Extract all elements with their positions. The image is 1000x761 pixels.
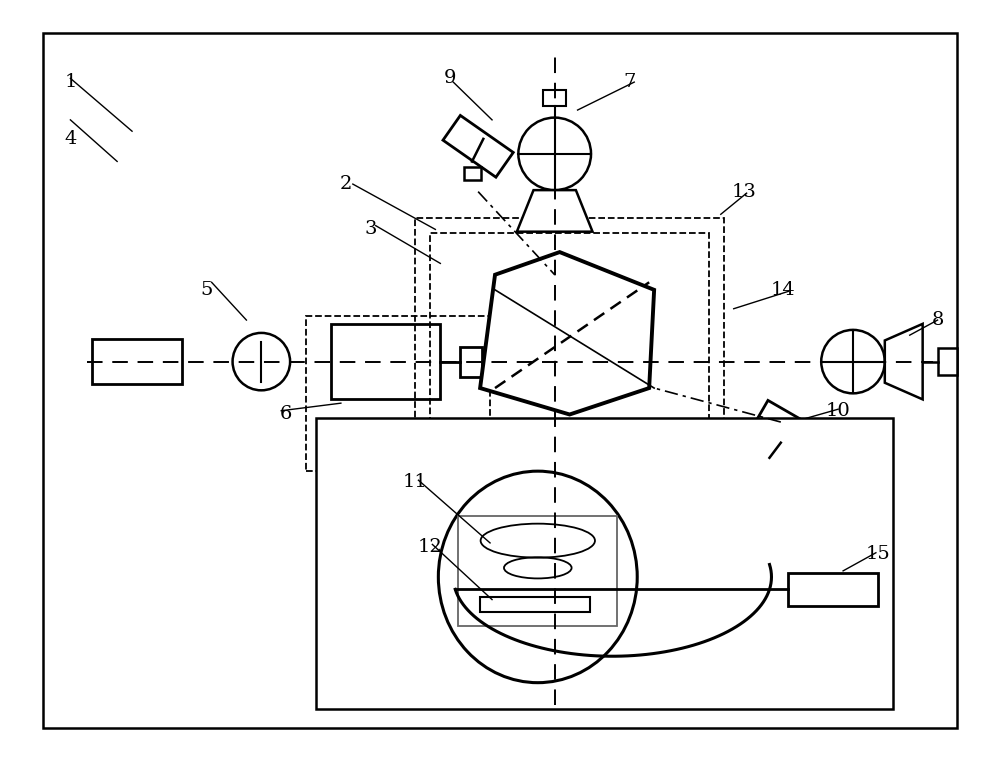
Text: 10: 10 [826,402,850,420]
Bar [464,167,481,180]
Text: 1: 1 [64,73,77,91]
Text: 15: 15 [866,545,890,563]
Text: 14: 14 [771,281,796,299]
Circle shape [233,333,290,390]
Text: 8: 8 [931,311,944,329]
Bar [306,317,490,471]
Bar [415,218,724,479]
Text: 6: 6 [280,406,292,423]
Text: 4: 4 [64,130,77,148]
Polygon shape [885,324,923,400]
Text: 13: 13 [731,183,756,201]
Circle shape [518,118,591,190]
Bar [460,346,482,377]
Text: 5: 5 [200,281,213,299]
Bar [458,517,617,626]
Bar [430,233,709,467]
Text: 11: 11 [403,473,428,492]
Polygon shape [480,252,654,415]
Text: 12: 12 [418,538,443,556]
Bar [938,348,957,375]
Bar [331,324,440,400]
Text: 9: 9 [444,69,457,88]
Bar [316,419,893,709]
Bar [753,400,824,459]
Text: 2: 2 [340,175,352,193]
Bar [757,460,773,473]
Ellipse shape [438,471,637,683]
Bar [543,90,566,107]
Polygon shape [517,190,593,231]
Bar [788,573,878,606]
Circle shape [821,330,885,393]
Bar [480,597,590,613]
Bar [92,339,182,384]
Bar [443,116,513,177]
Text: 7: 7 [623,73,635,91]
Text: 3: 3 [364,221,377,238]
